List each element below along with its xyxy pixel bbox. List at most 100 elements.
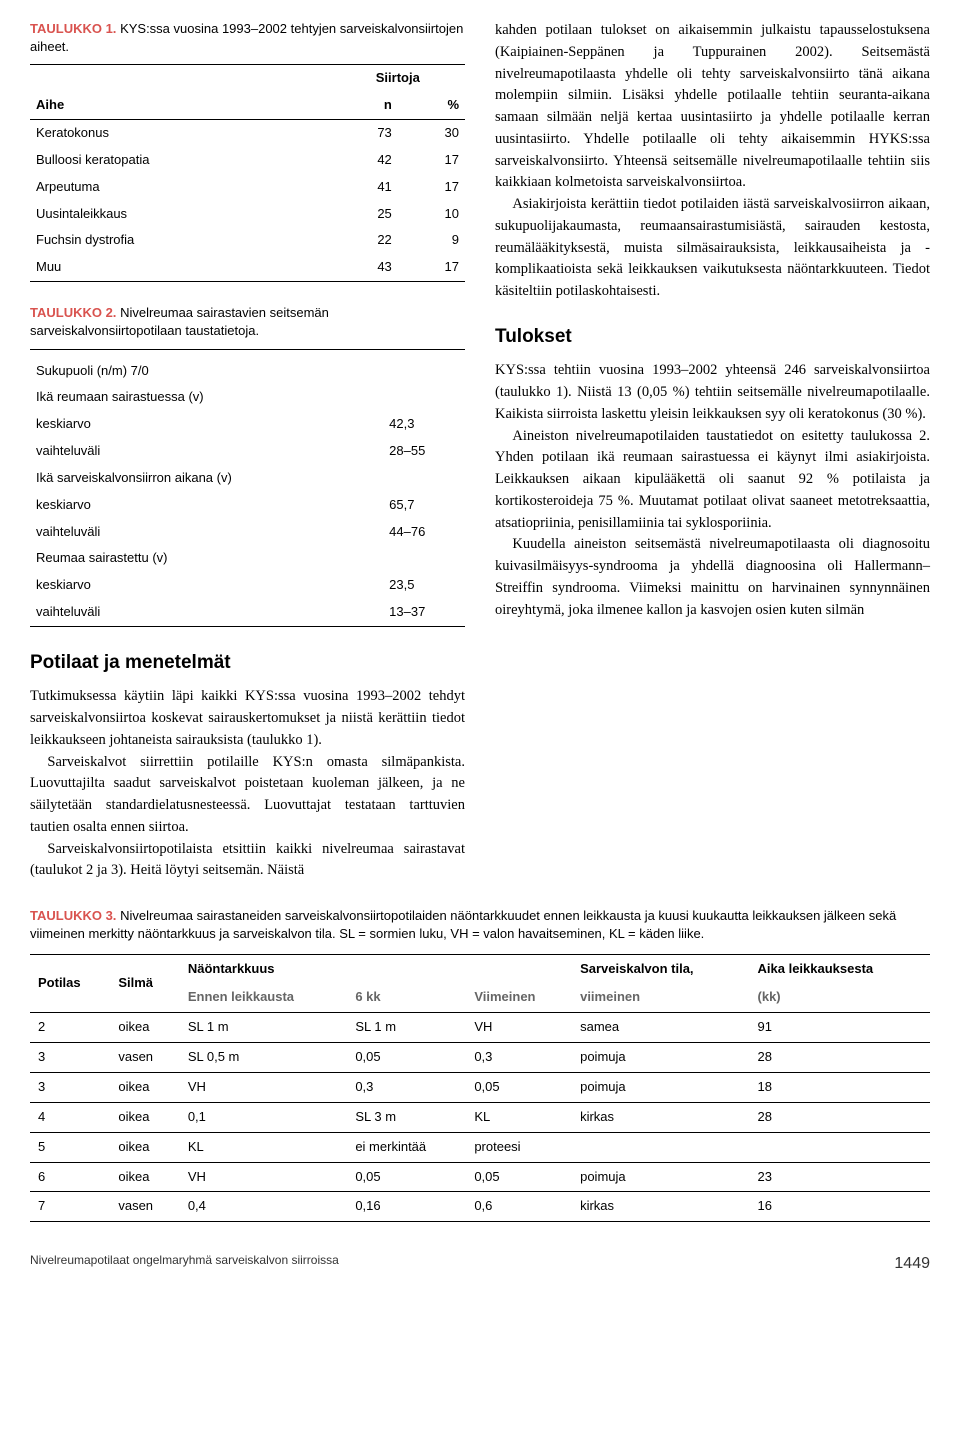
table-cell: SL 1 m bbox=[180, 1013, 348, 1043]
body-text: Kuudella aineiston seitsemästä nivelreum… bbox=[495, 534, 930, 621]
table-cell: VH bbox=[180, 1162, 348, 1192]
table3-h: Näöntarkkuus bbox=[180, 954, 572, 983]
table-cell: SL 3 m bbox=[347, 1102, 466, 1132]
table-cell: Uusintaleikkaus bbox=[30, 201, 331, 228]
table-cell bbox=[750, 1132, 930, 1162]
table-cell: oikea bbox=[110, 1072, 179, 1102]
table1-lead: Taulukko 1. bbox=[30, 21, 116, 36]
table-cell: 0,05 bbox=[347, 1043, 466, 1073]
table-cell: oikea bbox=[110, 1132, 179, 1162]
table-cell: 6 bbox=[30, 1162, 110, 1192]
table1-h1: n bbox=[331, 92, 398, 119]
table-cell: 28 bbox=[750, 1102, 930, 1132]
table-cell: oikea bbox=[110, 1162, 179, 1192]
table-cell: 0,3 bbox=[466, 1043, 572, 1073]
table-cell: 0,3 bbox=[347, 1072, 466, 1102]
table1-h0: Aihe bbox=[30, 92, 331, 119]
table-cell: 28–55 bbox=[383, 438, 465, 465]
table-cell: 3 bbox=[30, 1072, 110, 1102]
table-cell: VH bbox=[180, 1072, 348, 1102]
table-cell: Fuchsin dystrofia bbox=[30, 227, 331, 254]
table3-h: Sarveiskalvon tila, bbox=[572, 954, 749, 983]
table-cell: 0,05 bbox=[347, 1162, 466, 1192]
table3-caption: Taulukko 3. Nivelreumaa sairastaneiden s… bbox=[30, 907, 930, 943]
table-cell: 17 bbox=[398, 254, 465, 281]
table-cell: Muu bbox=[30, 254, 331, 281]
table-cell: 3 bbox=[30, 1043, 110, 1073]
table-cell: ei merkintää bbox=[347, 1132, 466, 1162]
body-text: Aineiston nivelreumapotilaiden taustatie… bbox=[495, 426, 930, 535]
table-cell: 43 bbox=[331, 254, 398, 281]
table-cell: 0,16 bbox=[347, 1192, 466, 1222]
section-methods: Potilaat ja menetelmät bbox=[30, 649, 465, 677]
table-cell: KL bbox=[466, 1102, 572, 1132]
table-cell: Arpeutuma bbox=[30, 174, 331, 201]
table3-h: Potilas bbox=[30, 954, 110, 1013]
table1-caption: Taulukko 1. KYS:ssa vuosina 1993–2002 te… bbox=[30, 20, 465, 56]
table-cell: poimuja bbox=[572, 1043, 749, 1073]
table1: Siirtoja Aihe n % Keratokonus7330 Bulloo… bbox=[30, 64, 465, 282]
table-cell: 2 bbox=[30, 1013, 110, 1043]
table-cell: 42 bbox=[331, 147, 398, 174]
table-cell: 41 bbox=[331, 174, 398, 201]
table-cell: 17 bbox=[398, 174, 465, 201]
table-cell: 91 bbox=[750, 1013, 930, 1043]
table-cell: oikea bbox=[110, 1013, 179, 1043]
table3-h: Aika leikkauksesta bbox=[750, 954, 930, 983]
body-text: Sarveiskalvonsiirtopotilaista etsittiin … bbox=[30, 839, 465, 883]
table3: Potilas Silmä Näöntarkkuus Sarveiskalvon… bbox=[30, 954, 930, 1223]
table-cell: vaihteluväli bbox=[30, 599, 383, 626]
page-number: 1449 bbox=[894, 1252, 930, 1275]
table-cell: SL 0,5 m bbox=[180, 1043, 348, 1073]
table-cell: KL bbox=[180, 1132, 348, 1162]
table1-h2: % bbox=[398, 92, 465, 119]
table-cell: keskiarvo bbox=[30, 492, 383, 519]
table-cell: proteesi bbox=[466, 1132, 572, 1162]
table-cell: 16 bbox=[750, 1192, 930, 1222]
section-results: Tulokset bbox=[495, 323, 930, 351]
body-text: Sarveiskalvot siirrettiin potilaille KYS… bbox=[30, 752, 465, 839]
table2-caption: Taulukko 2. Nivelreumaa sairastavien sei… bbox=[30, 304, 465, 340]
table-cell: poimuja bbox=[572, 1162, 749, 1192]
body-text: KYS:ssa tehtiin vuosina 1993–2002 yhteen… bbox=[495, 360, 930, 425]
table-cell: 4 bbox=[30, 1102, 110, 1132]
table-cell: kirkas bbox=[572, 1192, 749, 1222]
table-cell: 5 bbox=[30, 1132, 110, 1162]
table-cell: 17 bbox=[398, 147, 465, 174]
table3-title: Nivelreumaa sairastaneiden sarveiskalvon… bbox=[30, 908, 896, 941]
table-cell: 65,7 bbox=[383, 492, 465, 519]
table-cell: vasen bbox=[110, 1043, 179, 1073]
table-cell: vasen bbox=[110, 1192, 179, 1222]
table-cell: 42,3 bbox=[383, 411, 465, 438]
table-cell: 30 bbox=[398, 120, 465, 147]
table-cell: 9 bbox=[398, 227, 465, 254]
table-cell: VH bbox=[466, 1013, 572, 1043]
table-cell: vaihteluväli bbox=[30, 438, 383, 465]
table-cell: 0,1 bbox=[180, 1102, 348, 1132]
body-text: Tutkimuksessa käytiin läpi kaikki KYS:ss… bbox=[30, 686, 465, 751]
table-cell: Bulloosi keratopatia bbox=[30, 147, 331, 174]
table-cell: 10 bbox=[398, 201, 465, 228]
table-cell: 73 bbox=[331, 120, 398, 147]
table-cell: 28 bbox=[750, 1043, 930, 1073]
table-cell bbox=[572, 1132, 749, 1162]
table-cell: Keratokonus bbox=[30, 120, 331, 147]
table-cell: vaihteluväli bbox=[30, 519, 383, 546]
table-cell: oikea bbox=[110, 1102, 179, 1132]
table-cell: 25 bbox=[331, 201, 398, 228]
table-cell: keskiarvo bbox=[30, 411, 383, 438]
table3-h: Silmä bbox=[110, 954, 179, 1013]
table-cell: Ikä sarveiskalvonsiirron aikana (v) bbox=[30, 465, 383, 492]
table3-h: (kk) bbox=[750, 983, 930, 1012]
table3-h: Ennen leikkausta bbox=[180, 983, 348, 1012]
table-cell: 0,05 bbox=[466, 1072, 572, 1102]
table-cell: poimuja bbox=[572, 1072, 749, 1102]
table-cell: 13–37 bbox=[383, 599, 465, 626]
table-cell: 22 bbox=[331, 227, 398, 254]
table-cell: 23,5 bbox=[383, 572, 465, 599]
table1-col-group: Siirtoja bbox=[331, 65, 465, 92]
table-cell: samea bbox=[572, 1013, 749, 1043]
table-cell: kirkas bbox=[572, 1102, 749, 1132]
footer-title: Nivelreumapotilaat ongelmaryhmä sarveisk… bbox=[30, 1252, 339, 1275]
table-cell: SL 1 m bbox=[347, 1013, 466, 1043]
